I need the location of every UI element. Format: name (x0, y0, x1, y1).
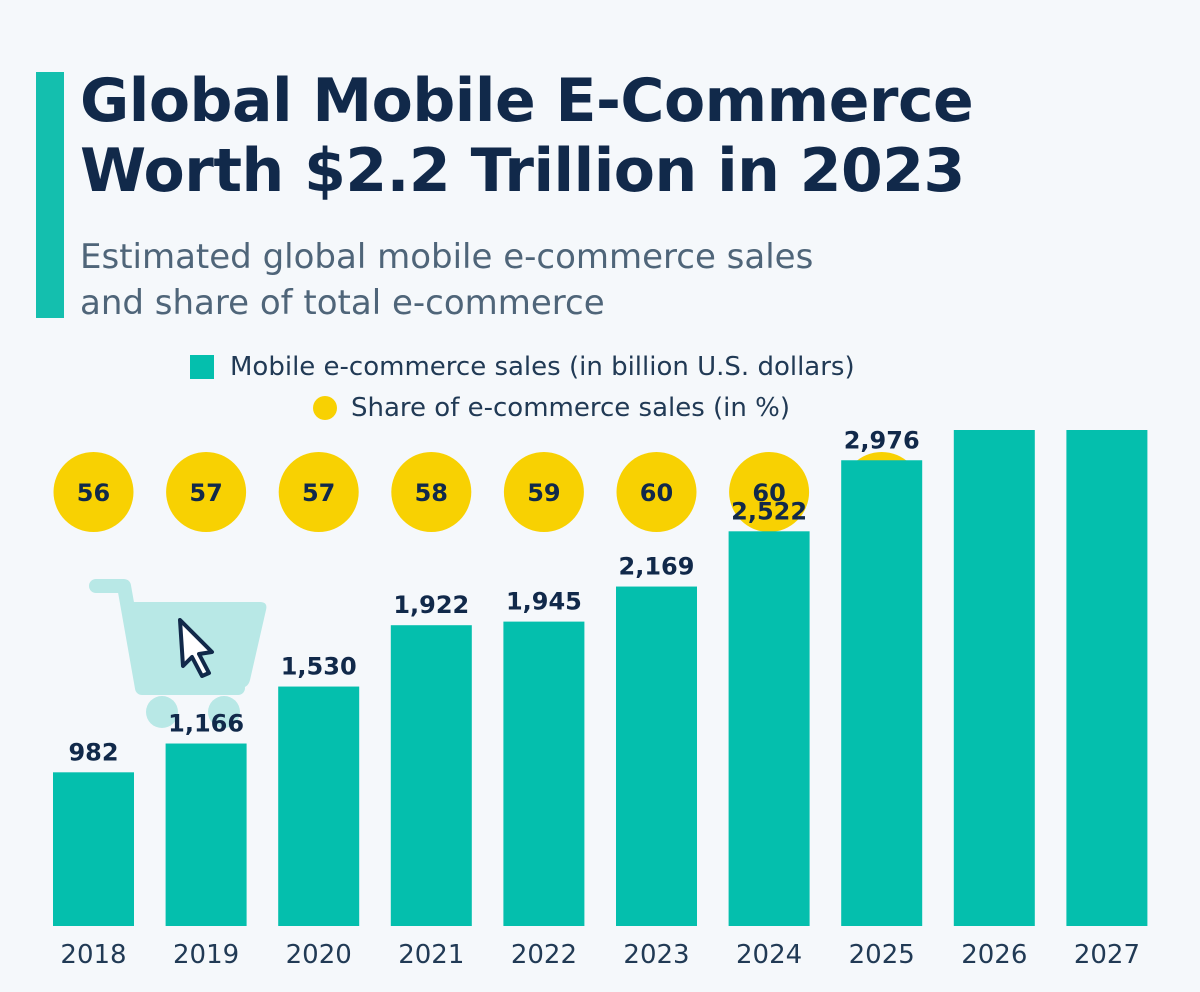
bar-2021 (390, 625, 472, 926)
legend-item-share: Share of e-commerce sales (in %) (313, 393, 790, 423)
subtitle-line-2: and share of total e-commerce (80, 283, 605, 323)
share-label-2022: 59 (527, 479, 560, 507)
value-label-2025: 2,976 (844, 430, 920, 454)
shopping-cart-icon (89, 579, 267, 728)
share-label-2020: 57 (302, 479, 335, 507)
value-label-2022: 1,945 (506, 588, 582, 616)
share-dot-2024 (729, 452, 810, 532)
share-label-2021: 58 (415, 479, 448, 507)
x-tick-label-2023: 2023 (623, 940, 689, 970)
bar-2026 (953, 430, 1035, 926)
value-label-2019: 1,166 (168, 710, 244, 738)
share-dot-2019 (166, 452, 247, 532)
share-dot-2020 (278, 452, 359, 532)
legend-label-share: Share of e-commerce sales (in %) (351, 393, 790, 423)
bar-2027 (1066, 430, 1148, 926)
x-tick-label-2024: 2024 (736, 940, 802, 970)
bar-2020 (278, 686, 360, 926)
value-label-2018: 982 (68, 738, 118, 766)
subtitle: Estimated global mobile e-commerce sales… (80, 234, 980, 326)
share-label-2024: 60 (752, 479, 785, 507)
legend-swatch-share (313, 396, 337, 420)
share-label-2019: 57 (189, 479, 222, 507)
bar-2022 (503, 621, 585, 926)
legend-swatch-sales (190, 355, 214, 379)
value-label-2021: 1,922 (393, 591, 469, 619)
share-label-2018: 56 (77, 479, 110, 507)
subtitle-line-1: Estimated global mobile e-commerce sales (80, 237, 814, 277)
value-label-2023: 2,169 (619, 553, 695, 581)
bar-2023 (616, 586, 697, 926)
x-tick-label-2019: 2019 (173, 940, 239, 970)
x-tick-label-2018: 2018 (60, 940, 126, 970)
bars (53, 430, 1148, 926)
bar-2019 (165, 743, 247, 926)
title-line-2: Worth $2.2 Trillion in 2023 (80, 136, 965, 206)
bar-2024 (728, 531, 810, 926)
share-dot-2018 (53, 452, 134, 532)
value-labels: 9821,1661,5301,9221,9452,1692,5222,9763,… (68, 430, 920, 766)
x-tick-label-2025: 2025 (849, 940, 915, 970)
bar-2018 (53, 772, 134, 926)
share-dot-2021 (391, 452, 472, 532)
value-label-2020: 1,530 (281, 653, 357, 681)
x-tick-label-2020: 2020 (286, 940, 352, 970)
title-line-1: Global Mobile E-Commerce (80, 66, 974, 136)
legend-item-sales: Mobile e-commerce sales (in billion U.S.… (190, 352, 855, 382)
bar-chart: 56575758596060616262 9821,1661,5301,9221… (53, 430, 1148, 970)
value-label-2024: 2,522 (731, 497, 807, 525)
x-tick-label-2021: 2021 (398, 940, 464, 970)
page-title: Global Mobile E-Commerce Worth $2.2 Tril… (80, 66, 1180, 206)
accent-bar (36, 72, 64, 318)
share-label-2023: 60 (640, 479, 673, 507)
x-tick-label-2022: 2022 (511, 940, 577, 970)
mouse-pointer-icon (178, 618, 214, 678)
x-tick-label-2026: 2026 (961, 940, 1027, 970)
x-axis: 2018 2019 2020 2021 2022 2023 2024 2025 2026 2027 (60, 940, 1140, 970)
bar-2025 (841, 460, 923, 926)
share-dot-2022 (503, 452, 584, 532)
legend-label-sales: Mobile e-commerce sales (in billion U.S.… (230, 352, 855, 382)
x-tick-label-2027: 2027 (1074, 940, 1140, 970)
share-dot-2023 (616, 452, 697, 532)
